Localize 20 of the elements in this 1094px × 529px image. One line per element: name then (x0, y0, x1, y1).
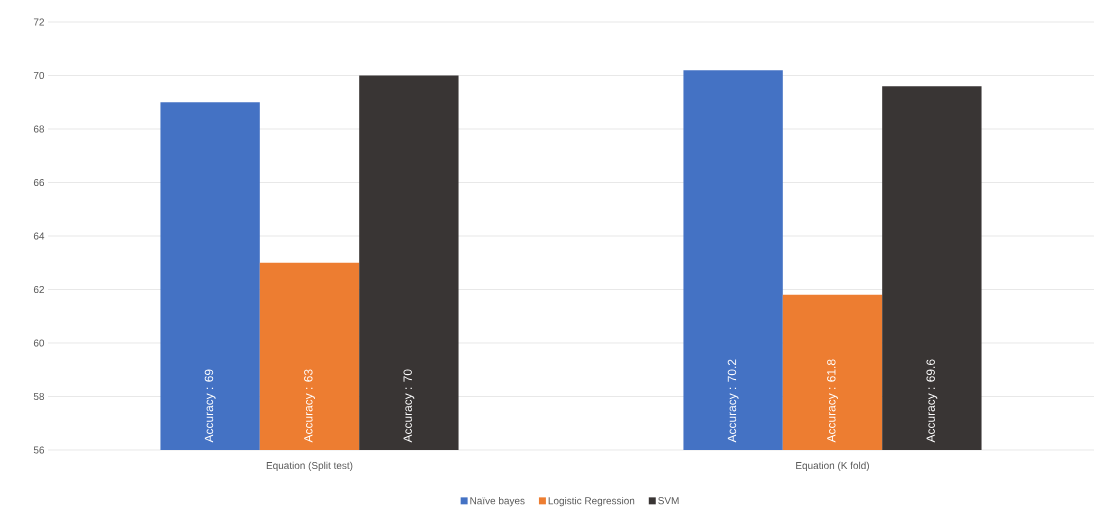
data-label: Accuracy : 63 (304, 369, 315, 443)
data-label: Accuracy : 69 (204, 369, 216, 443)
y-tick-label: 62 (33, 285, 44, 294)
legend-label: Naïve bayes (470, 496, 525, 507)
y-tick-label: 64 (33, 232, 45, 240)
data-label: Accuracy : 70.2 (727, 359, 739, 443)
y-tick-label: 70 (33, 71, 45, 80)
x-tick-label: Equation (K fold) (796, 461, 869, 472)
y-tick-label: 56 (33, 446, 45, 454)
data-label: Accuracy : 70 (403, 369, 415, 443)
x-tick-label: Equation (Split test) (266, 461, 353, 472)
y-tick-label: 68 (33, 125, 45, 133)
legend-label: Logistic Regression (548, 496, 635, 507)
data-label: Accuracy : 69.6 (926, 359, 938, 443)
data-label: Accuracy : 61.8 (827, 359, 838, 443)
y-tick-label: 58 (33, 392, 45, 401)
y-tick-label: 60 (33, 339, 45, 347)
legend-label: SVM (658, 497, 679, 505)
y-tick-label: 72 (33, 18, 44, 26)
y-tick-label: 66 (33, 178, 45, 187)
